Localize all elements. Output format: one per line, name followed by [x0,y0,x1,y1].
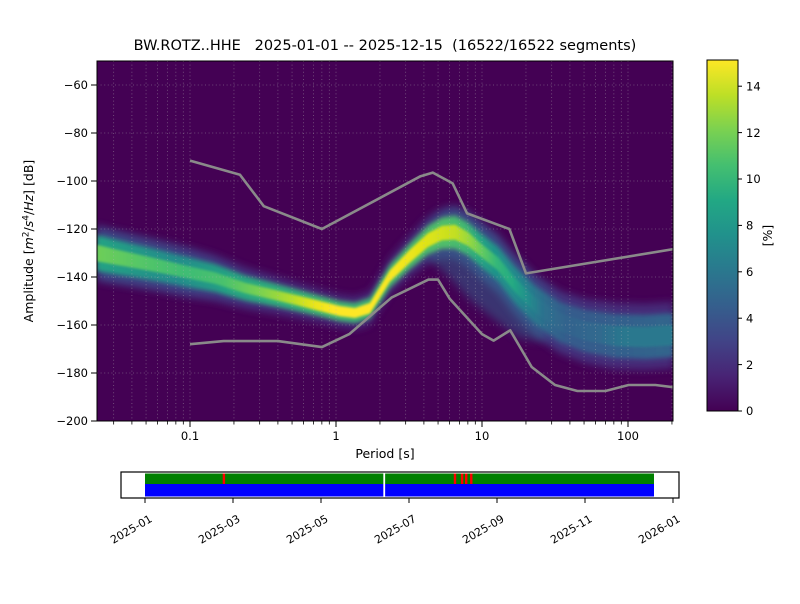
x-axis: 0.1 1 10 100 Period [s] [113,421,673,461]
date-label: 2025-09 [460,512,506,546]
availability-boundary [383,473,386,497]
colorbar-tick-label: 14 [746,79,761,93]
x-axis-label: Period [s] [355,446,414,461]
grid [97,61,673,421]
x-tick-label: 1 [332,429,339,443]
nhnm-line [189,159,673,275]
plot-title: BW.ROTZ..HHE 2025-01-01 -- 2025-12-15 (1… [134,38,637,54]
date-label: 2025-05 [284,512,330,546]
y-axis: −60 −80 −100 −120 −140 −160 −180 −200 Amplitude … [21,78,97,428]
y-axis-label-part: 4 [22,215,32,221]
plot-background [97,61,673,421]
y-axis-label-part: 2 [22,231,32,237]
availability-gap [222,473,226,484]
date-label: 2025-01 [108,512,154,546]
y-tick-label: −60 [64,78,88,92]
y-axis-label-part: Amplitude [ [21,249,36,322]
colorbar-tick-label: 6 [746,265,753,279]
availability-data-green [145,473,654,484]
date-label: 2026-01 [636,512,682,546]
y-tick-label: −80 [64,126,88,140]
x-tick-label: 10 [475,429,490,443]
y-tick-label: −180 [56,366,88,380]
y-axis-label-part: m [21,237,36,249]
y-axis-label-part: ] [dB] [21,160,36,195]
y-axis-label-part: Hz [21,194,36,210]
availability-gap [470,473,473,484]
colorbar-tick-label: 0 [746,404,753,418]
nlnm-line [189,278,673,393]
availability-data-blue [145,484,654,497]
y-axis-label-part: s [21,220,36,227]
colorbar-tick-label: 12 [746,126,761,140]
colorbar-border [706,59,739,412]
y-axis-label-part: / [21,226,36,231]
availability-gap [464,473,468,484]
y-tick-label: −160 [56,318,88,332]
date-axis: 2025-01 2025-03 2025-05 2025-07 2025-09 2025-… [108,498,683,547]
colorbar-label: [%] [760,225,775,247]
colorbar-tick-label: 2 [746,358,753,372]
ppsd-storm-spread [429,250,545,342]
x-tick-label: 0.1 [181,429,199,443]
ppsd-band-core [97,224,673,348]
noise-model-lines [189,159,673,393]
ppsd-heatmap [97,205,673,371]
x-tick-label: 100 [617,429,639,443]
colorbar-tick-label: 10 [746,172,761,186]
date-label: 2025-11 [548,512,594,546]
colorbar-tick-label: 4 [746,311,753,325]
availability-gap [453,473,457,484]
plot-border [96,60,674,422]
date-label: 2025-07 [372,512,418,546]
y-tick-label: −120 [56,222,88,236]
colorbar-tick-label: 8 [746,219,753,233]
availability-bar [120,471,680,499]
y-axis-label: Amplitude [m2/s4/Hz] [dB] [21,160,36,323]
colorbar: 0 2 4 6 8 10 12 14 [%] [706,59,775,418]
availability-gap [460,473,464,484]
colorbar-gradient [707,60,738,411]
y-tick-label: −100 [56,174,88,188]
y-tick-label: −140 [56,270,88,284]
date-label: 2025-03 [196,512,242,546]
y-tick-label: −200 [56,414,88,428]
y-axis-label-part: / [21,210,36,215]
